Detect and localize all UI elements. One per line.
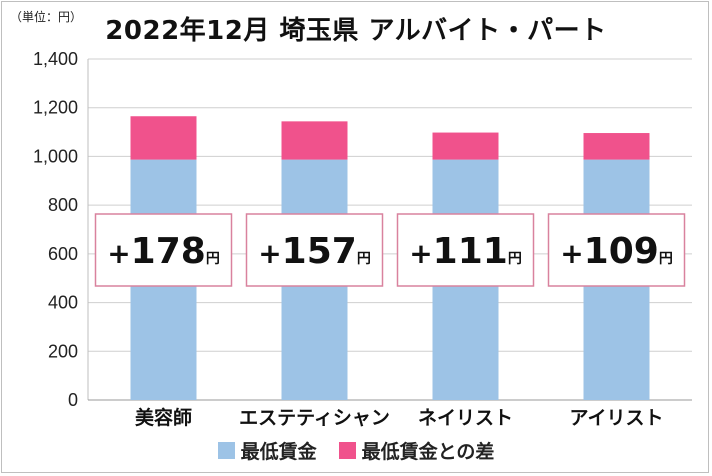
x-category-label: エステティシャン xyxy=(239,407,390,429)
difference-callout-box xyxy=(245,213,384,287)
x-category-label: アイリスト xyxy=(569,407,663,429)
y-tick-label: 200 xyxy=(48,341,78,361)
chart-title: 2022年12月 埼玉県 アルバイト・パート xyxy=(105,16,607,46)
legend-swatch-minimum-wage xyxy=(217,442,235,459)
difference-callout-box xyxy=(396,213,535,287)
legend-label-difference: 最低賃金との差 xyxy=(361,441,495,463)
y-tick-label: 400 xyxy=(48,293,78,313)
legend-item-minimum-wage: 最低賃金 xyxy=(217,437,317,464)
bar-difference xyxy=(130,116,197,160)
difference-callout-box xyxy=(547,213,686,287)
difference-callout-label: +111円 xyxy=(409,231,522,272)
legend-item-difference: 最低賃金との差 xyxy=(338,437,495,464)
bar-difference xyxy=(281,121,348,160)
x-category-label: ネイリスト xyxy=(418,407,513,429)
unit-label: （単位：円） xyxy=(10,10,83,24)
y-tick-label: 1,200 xyxy=(33,98,78,118)
legend: 最低賃金 最低賃金との差 xyxy=(0,437,712,464)
difference-callout-label: +157円 xyxy=(258,231,371,272)
bar-difference xyxy=(432,132,499,160)
difference-callout-label: +109円 xyxy=(560,231,673,272)
y-tick-label: 1,400 xyxy=(33,49,78,69)
difference-callout-label: +178円 xyxy=(107,231,220,272)
difference-callout-box xyxy=(94,213,233,287)
y-tick-label: 800 xyxy=(48,195,78,215)
y-tick-label: 600 xyxy=(48,244,78,264)
y-tick-label: 0 xyxy=(68,390,78,410)
legend-swatch-difference xyxy=(338,442,356,459)
legend-label-minimum-wage: 最低賃金 xyxy=(240,441,317,463)
x-category-label: 美容師 xyxy=(135,406,192,429)
y-tick-label: 1,000 xyxy=(33,146,78,166)
bar-difference xyxy=(583,133,650,160)
